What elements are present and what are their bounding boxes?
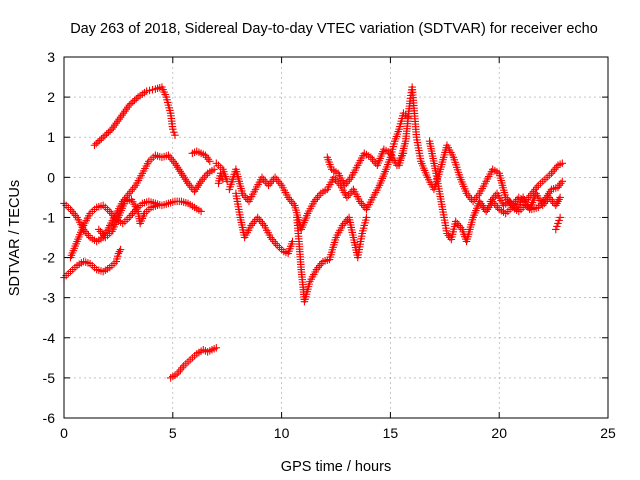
data-series — [225, 109, 412, 234]
data-point — [288, 237, 297, 246]
data-series — [395, 83, 567, 210]
data-point — [171, 131, 179, 139]
x-tick-label: 25 — [600, 425, 616, 441]
x-tick-label: 20 — [491, 425, 507, 441]
y-tick-label: -1 — [43, 209, 56, 225]
data-point — [555, 216, 563, 225]
data-point — [145, 86, 154, 95]
data-point — [116, 245, 125, 254]
data-point — [223, 177, 231, 186]
y-tick-label: -5 — [43, 370, 56, 386]
y-tick-label: -3 — [43, 290, 56, 306]
data-series — [60, 245, 125, 282]
data-point — [206, 157, 214, 166]
x-axis-label: GPS time / hours — [281, 459, 391, 475]
x-tick-label: 0 — [60, 425, 68, 441]
data-series — [552, 213, 564, 234]
plot-frame — [63, 56, 609, 419]
data-series — [60, 151, 218, 246]
data-series — [212, 159, 231, 186]
y-tick-label: -2 — [43, 250, 56, 266]
y-tick-label: 3 — [47, 49, 55, 65]
data-point — [148, 86, 157, 94]
data-series — [425, 137, 567, 246]
y-tick-label: 1 — [47, 129, 55, 145]
y-tick-label: -6 — [43, 410, 56, 426]
data-point — [169, 125, 177, 133]
data-point — [210, 165, 218, 174]
chart-title: Day 263 of 2018, Sidereal Day-to-day VTE… — [70, 21, 598, 37]
data-point — [554, 219, 562, 228]
data-point — [552, 225, 560, 234]
data-point — [170, 128, 178, 136]
data-series — [232, 189, 297, 258]
y-tick-label: 0 — [47, 169, 55, 185]
data-points — [60, 83, 567, 382]
data-point — [558, 177, 567, 186]
y-axis-label: SDTVAR / TECUs — [7, 180, 23, 296]
grid — [64, 57, 608, 418]
x-tick-label: 10 — [274, 425, 290, 441]
data-point — [212, 344, 221, 352]
data-point — [556, 193, 564, 202]
data-series — [90, 83, 179, 149]
data-point — [553, 222, 561, 231]
x-tick-label: 15 — [383, 425, 399, 441]
y-tick-label: -4 — [43, 330, 56, 346]
axis-ticks: 0 5 10 15 20 25 -6 -5 -4 -3 -2 -1 0 1 2 3 — [43, 49, 616, 441]
data-series — [188, 147, 214, 166]
data-point — [556, 213, 564, 222]
data-point — [197, 207, 205, 216]
x-tick-label: 5 — [169, 425, 177, 441]
data-series — [486, 189, 564, 214]
y-tick-label: 2 — [47, 89, 55, 105]
data-point — [362, 213, 371, 222]
data-point — [153, 201, 162, 210]
data-series — [293, 213, 371, 306]
data-series — [95, 195, 162, 242]
data-point — [558, 159, 567, 168]
data-point — [142, 87, 151, 95]
data-series — [166, 344, 221, 382]
